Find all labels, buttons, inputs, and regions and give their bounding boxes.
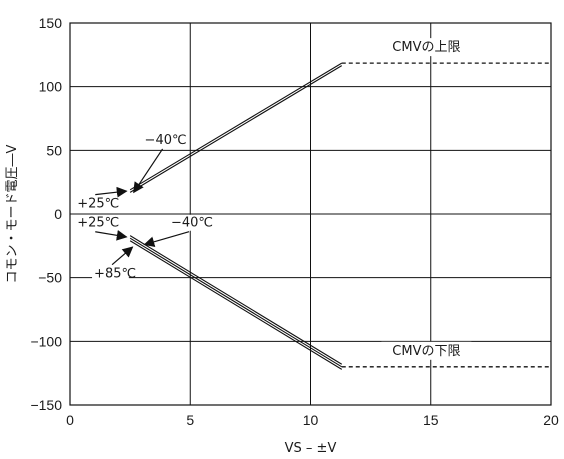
x-tick-label: 15 (423, 412, 439, 428)
limit-label-bg (381, 38, 472, 57)
series-line (129, 240, 343, 370)
annotation-arrow (143, 231, 190, 248)
annotation-arrow (95, 186, 128, 198)
series-lines (129, 62, 343, 370)
series-line (129, 237, 343, 368)
annotation-arrow (111, 246, 134, 266)
y-tick-label: −150 (30, 397, 62, 413)
annotation-label: +85℃ (94, 267, 136, 282)
annotation-arrow (133, 148, 164, 194)
y-tick-label: −50 (38, 270, 62, 286)
limit-label: CMVの下限 (392, 344, 460, 359)
series-line (129, 235, 343, 365)
annotation-label: −40℃ (171, 216, 213, 231)
x-tick-label: 10 (303, 412, 319, 428)
annotation-label: −40℃ (145, 133, 187, 148)
y-tick-label: 0 (54, 206, 62, 222)
annotation-label: +25℃ (77, 216, 119, 231)
plot-frame (69, 22, 552, 406)
x-tick-label: 0 (66, 412, 74, 428)
series-line (129, 62, 343, 191)
x-tick-label: 20 (543, 412, 559, 428)
annotation-label-bg (75, 195, 113, 212)
annotation-arrow (95, 230, 128, 241)
annotation-label: +25℃ (77, 197, 119, 212)
grid (70, 23, 551, 405)
limit-lines: CMVの上限 CMVの下限 (341, 38, 551, 368)
x-axis-label: VS – ±V (285, 441, 337, 456)
annotation-label-bg (75, 214, 113, 231)
y-tick-label: −100 (30, 333, 62, 349)
annotations: −40℃ +25℃ +25℃ −40℃ +85℃ (75, 131, 213, 282)
annotation-label-bg (169, 214, 206, 231)
y-axis-label: コモン・モード電圧―V (5, 144, 20, 283)
series-line (129, 65, 343, 193)
y-tick-label: 150 (39, 15, 63, 31)
x-tick-label: 5 (186, 412, 194, 428)
annotation-label-bg (92, 265, 129, 282)
y-tick-label: 50 (46, 142, 62, 158)
limit-label: CMVの上限 (392, 40, 460, 55)
tick-labels: 0 5 10 15 20 −150 −100 −50 0 50 100 150 (30, 15, 559, 428)
limit-label-bg (381, 341, 472, 360)
y-tick-label: 100 (39, 79, 63, 95)
annotation-label-bg (142, 131, 180, 148)
